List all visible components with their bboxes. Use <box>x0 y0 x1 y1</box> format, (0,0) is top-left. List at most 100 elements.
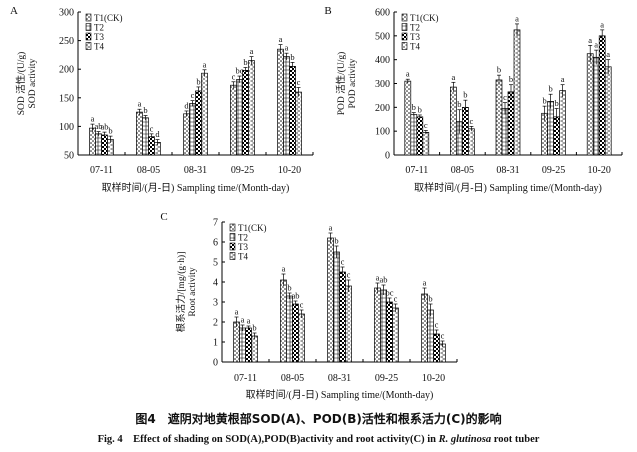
bar <box>462 106 469 156</box>
legend-swatch <box>401 32 408 41</box>
x-tick-label: 10-20 <box>422 373 445 384</box>
panel-b-pod-chart: B POD 活性/(U/g) POD activity 0 100 200 300 400 50… <box>324 5 623 194</box>
significance-letter: a <box>606 49 610 59</box>
significance-letter: b <box>418 104 422 114</box>
significance-letter: b <box>554 98 558 108</box>
bar <box>392 307 399 363</box>
significance-letter: b <box>252 323 256 333</box>
legend-label: T2 <box>94 23 104 33</box>
legend-swatch <box>229 223 236 232</box>
significance-letter: a <box>250 46 254 56</box>
bar <box>374 287 381 363</box>
bar <box>189 103 196 156</box>
significance-letter: c <box>341 257 345 267</box>
significance-letter: b <box>457 99 461 109</box>
panel-c-root-activity-chart: C 根系活力/[mg/(g·h)] Root activity 0 1 2 3 4 5 6 7 07-… <box>160 211 458 401</box>
y-tick-label: 0 <box>213 358 218 369</box>
significance-letter: c <box>297 77 301 87</box>
legend-label: T3 <box>410 32 420 42</box>
bar <box>345 285 352 363</box>
bar <box>101 134 108 156</box>
significance-letter: c <box>424 120 428 130</box>
bar <box>283 56 290 156</box>
figure-caption-chinese: 图4 遮阴对地黄根部SOD(A)、POD(B)活性和根系活力(C)的影响 <box>135 412 502 426</box>
legend-swatch <box>85 13 92 22</box>
caption-en-suffix: root tuber <box>493 434 540 445</box>
significance-letter: a <box>600 19 604 29</box>
bar <box>277 48 284 156</box>
significance-letter: b <box>196 76 200 86</box>
y-axis-label-cn: SOD 活性/(U/g) <box>15 52 27 116</box>
significance-letter: bc <box>385 288 393 298</box>
x-tick-label: 09-25 <box>375 373 398 384</box>
bar <box>236 79 243 156</box>
y-axis-label-en: Root activity <box>188 267 198 317</box>
legend-swatch <box>401 13 408 22</box>
bar <box>327 237 334 363</box>
bar <box>292 303 299 363</box>
significance-letter: a <box>282 264 286 274</box>
x-tick-label: 08-05 <box>137 165 160 176</box>
legend-swatch <box>229 233 236 241</box>
x-tick-label: 09-25 <box>542 165 565 176</box>
y-tick-label: 0 <box>385 151 390 162</box>
bar <box>233 321 240 363</box>
significance-letter: b <box>428 294 432 304</box>
figure-caption-english: Fig. 4 Effect of shading on SOD(A),POD(B… <box>0 431 637 446</box>
bar <box>245 327 252 363</box>
x-axis-label: 取样时间/(月-日) Sampling time/(Month-day) <box>414 181 602 194</box>
bar <box>422 132 430 156</box>
significance-letter: c <box>300 300 304 310</box>
y-tick-label: 100 <box>375 127 390 138</box>
bar <box>592 56 600 156</box>
significance-letter: a <box>452 72 456 82</box>
legend-label: T4 <box>238 252 248 262</box>
significance-letter: ab <box>379 275 387 285</box>
y-tick-label: 5 <box>213 258 218 269</box>
significance-letter: ab <box>100 122 108 132</box>
bar <box>289 65 296 156</box>
significance-letter: c <box>435 320 439 330</box>
significance-letter: b <box>143 105 147 115</box>
bar <box>468 128 475 156</box>
y-tick-label: 2 <box>213 318 218 329</box>
bar <box>386 301 393 363</box>
bar <box>230 84 237 156</box>
significance-letter: c <box>191 90 195 100</box>
y-tick-label: 150 <box>59 93 74 104</box>
significance-letter: a <box>561 74 565 84</box>
x-tick-label: 08-05 <box>281 373 304 384</box>
x-axis-label: 取样时间/(月-日) Sampling time/(Month-day) <box>246 388 434 401</box>
significance-letter: a <box>423 278 427 288</box>
significance-letter: b <box>542 96 546 106</box>
significance-letter: c <box>441 331 445 341</box>
y-tick-label: 1 <box>213 338 218 349</box>
significance-letter: a <box>235 307 239 317</box>
significance-letter: b <box>290 52 294 62</box>
y-tick-label: 500 <box>375 31 390 42</box>
significance-letter: a <box>203 59 207 69</box>
significance-letter: a <box>247 316 251 326</box>
y-tick-label: 50 <box>64 151 74 162</box>
significance-letter: a <box>376 273 380 283</box>
bar <box>183 113 190 156</box>
bar <box>427 309 434 363</box>
bar <box>416 116 424 156</box>
legend-label: T4 <box>410 42 420 52</box>
x-axis-label: 取样时间/(月-日) Sampling time/(Month-day) <box>102 181 290 194</box>
significance-letter: b <box>287 283 291 293</box>
bar <box>242 69 249 156</box>
legend-label: T2 <box>410 23 420 33</box>
panel-label: B <box>324 5 331 17</box>
x-tick-label: 07-11 <box>405 165 428 176</box>
bar <box>248 60 255 156</box>
bar <box>450 86 457 156</box>
y-tick-label: 6 <box>213 238 218 249</box>
bar <box>513 29 521 156</box>
significance-letter: d <box>155 129 160 139</box>
y-axis-label-cn: 根系活力/[mg/(g·h)] <box>175 252 187 333</box>
significance-letter: a <box>285 43 289 53</box>
legend-label: T2 <box>238 233 248 243</box>
legend-label: T1(CK) <box>238 223 267 233</box>
